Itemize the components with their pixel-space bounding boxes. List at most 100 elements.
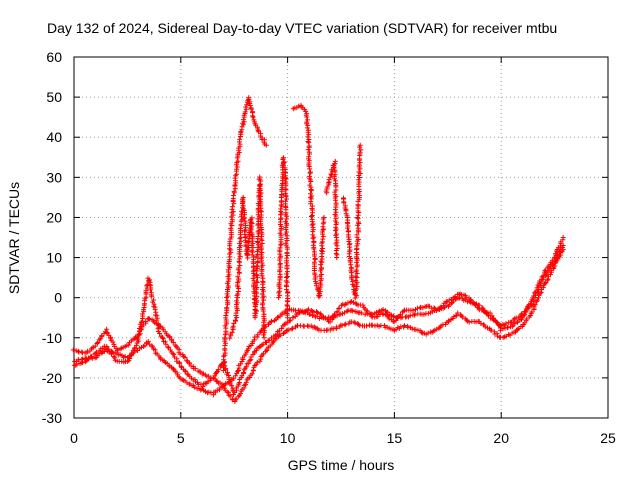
data-point: [174, 358, 180, 364]
data-point: [165, 344, 171, 350]
data-point: [254, 278, 260, 284]
data-point: [360, 302, 366, 308]
data-point: [236, 256, 242, 262]
data-point: [70, 347, 76, 353]
data-point: [532, 290, 538, 296]
data-point: [356, 169, 362, 175]
data-point: [285, 299, 291, 305]
data-point: [327, 319, 333, 325]
data-point: [354, 243, 360, 249]
data-point: [237, 243, 243, 249]
series-spike-12-13: [341, 142, 364, 301]
data-point: [96, 337, 102, 343]
data-point: [276, 295, 282, 301]
data-point: [236, 265, 242, 271]
data-point: [531, 293, 537, 299]
data-point: [149, 293, 155, 299]
grid-lines: [74, 57, 608, 418]
x-tick-label: 5: [177, 430, 185, 446]
data-point: [182, 368, 188, 374]
data-point: [283, 227, 289, 233]
data-point: [319, 272, 325, 278]
data-point: [182, 355, 188, 361]
y-tick-label: -20: [42, 370, 62, 386]
data-point: [224, 305, 230, 311]
data-point: [304, 125, 310, 131]
data-point: [249, 238, 255, 244]
data-point: [305, 117, 311, 123]
data-point: [279, 325, 285, 331]
data-point: [420, 304, 426, 310]
data-point: [305, 134, 311, 140]
data-point: [287, 317, 293, 323]
data-point: [277, 267, 283, 273]
data-point: [351, 319, 357, 325]
data-point: [139, 318, 145, 324]
data-point: [225, 278, 231, 284]
data-point: [397, 312, 403, 318]
data-point: [438, 304, 444, 310]
data-point: [284, 238, 290, 244]
data-point: [241, 215, 247, 221]
data-point: [357, 149, 363, 155]
data-point: [334, 309, 340, 315]
data-point: [243, 104, 249, 110]
y-tick-label: 40: [46, 129, 62, 145]
data-point: [542, 280, 548, 286]
data-point: [369, 313, 375, 319]
data-point: [254, 298, 260, 304]
data-point: [208, 376, 214, 382]
data-point: [339, 322, 345, 328]
data-point: [425, 330, 431, 336]
data-point: [236, 251, 242, 257]
data-point: [222, 335, 228, 341]
data-point: [92, 343, 98, 349]
data-point: [255, 244, 261, 250]
data-point: [317, 311, 323, 317]
data-point: [306, 132, 312, 138]
data-point: [535, 295, 541, 301]
data-point: [311, 234, 317, 240]
data-point: [227, 393, 233, 399]
data-point: [346, 244, 352, 250]
data-point: [79, 349, 85, 355]
data-point: [147, 287, 153, 293]
data-point: [354, 232, 360, 238]
data-point: [334, 255, 340, 261]
data-point: [503, 333, 509, 339]
data-point: [139, 311, 145, 317]
data-point: [260, 308, 266, 314]
data-point: [560, 235, 566, 240]
data-point: [137, 331, 143, 337]
data-point: [303, 108, 309, 114]
data-point: [177, 351, 183, 357]
data-point: [224, 389, 230, 395]
data-point: [305, 147, 311, 153]
data-point: [332, 207, 338, 213]
data-point: [215, 367, 221, 373]
data-point: [152, 347, 158, 353]
data-point: [317, 280, 323, 286]
data-point: [261, 297, 267, 303]
data-point: [243, 382, 249, 388]
data-series: [70, 95, 566, 405]
data-point: [488, 327, 494, 333]
data-point: [237, 141, 243, 147]
data-point: [494, 319, 500, 325]
data-point: [133, 342, 139, 348]
x-tick-label: 15: [387, 430, 403, 446]
data-point: [481, 308, 487, 314]
data-point: [311, 246, 317, 252]
data-point: [309, 222, 315, 228]
data-point: [152, 306, 158, 312]
data-point: [534, 285, 540, 291]
data-point: [460, 314, 466, 320]
data-point: [277, 245, 283, 251]
data-point: [280, 162, 286, 168]
data-point: [225, 283, 231, 289]
data-point: [243, 379, 249, 385]
data-point: [74, 362, 80, 368]
data-point: [495, 320, 501, 326]
data-point: [313, 309, 319, 315]
